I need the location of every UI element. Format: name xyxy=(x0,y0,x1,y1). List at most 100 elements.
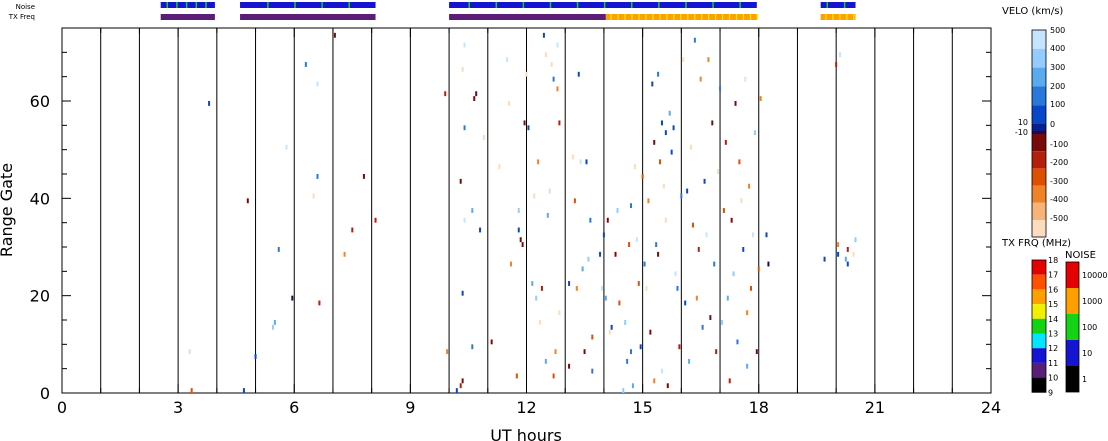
x-tick-label: 0 xyxy=(57,398,67,417)
txfrq-scale-label: 17 xyxy=(1048,271,1058,280)
txfreq-accent xyxy=(673,14,675,20)
velocity-point xyxy=(643,261,646,267)
velocity-point xyxy=(548,188,551,194)
velocity-point xyxy=(552,76,555,82)
velocity-point xyxy=(550,62,553,67)
txfreq-accent xyxy=(839,14,841,20)
velocity-point xyxy=(242,388,245,393)
txfreq-color-scale: TX FRQ (MHz) 9 10 11 12 13 14 15 16 17 18 xyxy=(1001,238,1071,397)
txfrq-scale-label: 14 xyxy=(1048,315,1058,324)
velo-color-box xyxy=(1032,168,1046,186)
velocity-point xyxy=(846,247,849,252)
txfrq-color-box xyxy=(1032,377,1046,393)
velocity-point xyxy=(630,349,633,355)
velocity-point xyxy=(672,125,675,131)
txfreq-segment xyxy=(820,14,856,20)
velocity-point xyxy=(684,300,687,306)
velocity-point xyxy=(748,183,751,189)
y-tick-label: 0 xyxy=(40,384,50,403)
txfreq-accent xyxy=(742,14,745,20)
velocity-point xyxy=(678,344,681,350)
velocity-point xyxy=(542,32,545,38)
velo-color-box xyxy=(1032,185,1046,203)
velocity-point xyxy=(624,320,627,325)
velocity-point xyxy=(736,339,739,345)
velocity-point xyxy=(614,251,617,257)
noise-scale-label: 10000 xyxy=(1082,271,1107,280)
velocity-point xyxy=(709,315,712,320)
velocity-point xyxy=(556,86,559,92)
txfreq-accent xyxy=(617,14,619,20)
velocity-point xyxy=(641,174,644,179)
noise-bar-frame xyxy=(1065,261,1080,393)
txfreq-accent xyxy=(708,14,710,20)
velocity-point xyxy=(479,227,482,233)
noise-color-box xyxy=(1066,288,1079,314)
y-axis-title: Range Gate xyxy=(0,163,16,257)
velocity-point xyxy=(568,281,571,286)
velocity-point xyxy=(622,388,625,393)
velocity-point xyxy=(498,164,501,170)
txfreq-segment xyxy=(160,14,215,20)
velocity-point xyxy=(628,242,631,247)
x-tick-label: 18 xyxy=(749,398,769,417)
velo-color-box xyxy=(1032,134,1046,152)
velocity-point xyxy=(649,329,652,335)
velo-color-box xyxy=(1032,105,1046,124)
velocity-point xyxy=(707,57,710,63)
vertical-hour-grid xyxy=(100,28,953,393)
velocity-point xyxy=(312,193,315,199)
velocity-point xyxy=(744,76,747,82)
velo-scale-label: 10 xyxy=(1018,118,1028,127)
noise-accent xyxy=(468,2,470,8)
velocity-point xyxy=(271,324,274,330)
velocity-point xyxy=(446,349,449,355)
velo-scale-label: -500 xyxy=(1050,214,1068,223)
txfrq-color-box xyxy=(1032,348,1046,363)
x-tick-label: 9 xyxy=(405,398,415,417)
velocity-point xyxy=(691,222,694,228)
velo-color-box xyxy=(1032,124,1046,131)
y-tick-label: 20 xyxy=(30,287,50,306)
velocity-point xyxy=(591,368,594,374)
noise-strip xyxy=(160,2,856,8)
noise-accent xyxy=(739,2,741,8)
noise-strip-label: Noise xyxy=(16,3,35,11)
velocity-point xyxy=(285,144,288,150)
velo-color-box xyxy=(1032,151,1046,169)
velocity-point xyxy=(444,91,447,97)
velo-scale-label: 400 xyxy=(1050,44,1065,53)
velocity-point xyxy=(463,42,466,48)
txfreq-accent xyxy=(680,14,682,20)
velocity-point xyxy=(610,324,613,330)
txfreq-accent xyxy=(624,14,626,20)
velocity-point xyxy=(722,208,725,213)
velo-color-box xyxy=(1032,220,1046,238)
x-tick-label: 6 xyxy=(289,398,299,417)
velocity-point xyxy=(554,349,557,355)
velocity-point xyxy=(556,42,559,48)
velocity-point xyxy=(471,208,474,213)
txfreq-accent xyxy=(825,14,827,20)
velocity-point xyxy=(852,251,855,257)
velocity-point xyxy=(254,354,257,359)
noise-scale-label: 1000 xyxy=(1082,297,1102,306)
txfreq-accent xyxy=(659,14,661,20)
noise-accent xyxy=(176,2,178,8)
velocity-point xyxy=(575,285,578,291)
velocity-point xyxy=(730,217,733,223)
velocity-point xyxy=(742,247,745,252)
x-axis: 0 3 6 9 12 15 18 21 24 xyxy=(57,28,1001,417)
velocity-point xyxy=(473,96,476,101)
velocity-point xyxy=(690,144,693,150)
velo-color-box xyxy=(1032,86,1046,106)
velocity-point xyxy=(633,164,636,170)
velocity-point xyxy=(608,329,611,335)
y-tick-label: 40 xyxy=(30,189,50,208)
velocity-point xyxy=(757,266,760,272)
txfreq-accent xyxy=(666,14,668,20)
velocity-point xyxy=(537,159,540,165)
velocity-point xyxy=(732,271,735,277)
noise-accent xyxy=(712,2,714,8)
noise-color-box xyxy=(1066,366,1079,392)
